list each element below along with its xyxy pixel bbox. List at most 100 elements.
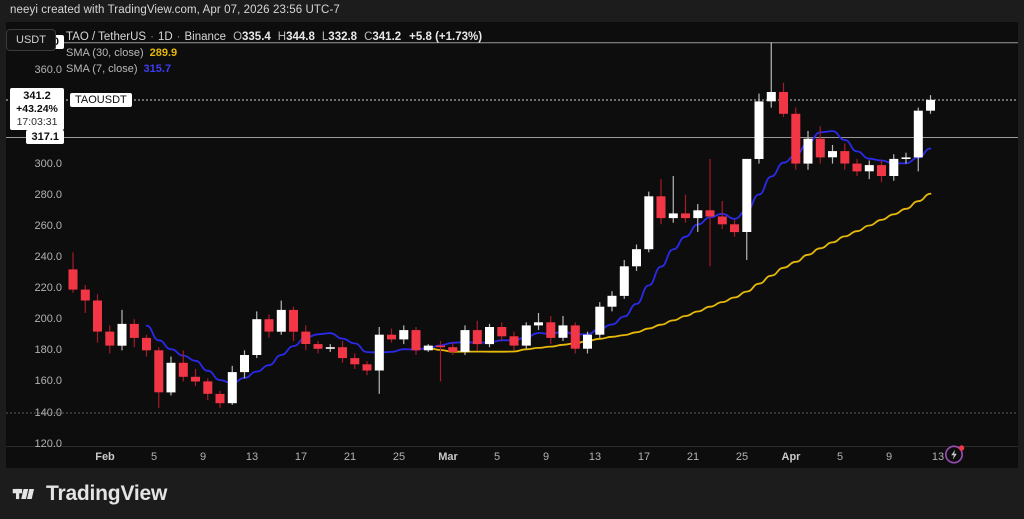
candle-body[interactable] [227,372,237,404]
candle-body[interactable] [889,158,899,176]
candle-body[interactable] [264,319,274,332]
candle-body[interactable] [105,331,115,346]
candle-body[interactable] [521,325,531,346]
candle-body[interactable] [644,196,654,250]
price-tick-label: 220.0 [34,282,62,295]
candle-body[interactable] [619,266,629,296]
price-tick-label: 240.0 [34,251,62,263]
candle-body[interactable] [252,319,262,355]
candle-body[interactable] [203,381,213,394]
time-tick-label: 9 [885,451,893,463]
candle-body[interactable] [754,101,764,159]
candle-body[interactable] [436,345,445,348]
candle-body[interactable] [215,393,225,404]
price-tick-label: 300.0 [34,157,62,170]
currency-badge-usdt[interactable]: USDT [6,29,56,51]
candle-body[interactable] [803,138,813,164]
candle-body[interactable] [815,138,825,158]
candle-body[interactable] [779,92,788,114]
candle-body[interactable] [142,337,151,351]
price-scale[interactable]: 360.0 300.0 280.0 260.0 240.0 220.0 200.0 180.0… [6,22,66,450]
candle-body[interactable] [411,330,421,351]
candle-body[interactable] [583,334,592,349]
candle-body[interactable] [399,330,409,340]
candle-body[interactable] [276,309,286,332]
candle-body[interactable] [68,269,78,290]
last-price-tag[interactable]: 317.1 [26,130,64,144]
candle-body[interactable] [301,331,311,344]
candle-body[interactable] [864,165,874,172]
time-scale[interactable]: Feb 5 9 13 17 21 25 Mar 5 9 13 17 21 25 Apr 5 9 13 [6,446,1018,468]
candle-body[interactable] [791,113,801,164]
candle-body[interactable] [497,327,507,337]
time-tick-label: Feb [95,451,115,463]
candle-body[interactable] [350,358,360,365]
ticker-price-line-label: TAOUSDT [70,92,132,107]
time-tick-label: 5 [150,451,158,463]
time-tick-label: 21 [686,451,700,463]
candle-body[interactable] [668,213,678,219]
current-price-box[interactable]: 341.2 +43.24% 17:03:31 [10,88,64,131]
candle-body[interactable] [705,210,715,217]
candle-body[interactable] [338,347,347,359]
candle-body[interactable] [595,306,605,335]
candle-body[interactable] [240,355,249,373]
candle-body[interactable] [926,99,935,111]
candle-body[interactable] [546,322,556,338]
candle-body[interactable] [852,163,862,172]
candle-body[interactable] [632,249,641,267]
candle-body[interactable] [448,347,458,352]
time-tick-label: 17 [637,451,651,463]
candle-body[interactable] [730,224,739,233]
candle-body[interactable] [129,323,139,338]
candle-body[interactable] [509,336,519,346]
candle-body[interactable] [423,345,433,351]
candle-series[interactable] [68,42,936,408]
candle-body[interactable] [289,309,298,332]
candle-body[interactable] [472,330,482,345]
candle-body[interactable] [325,347,335,349]
price-tick-label: 260.0 [34,219,62,232]
candle-body[interactable] [913,110,923,158]
candle-body[interactable] [485,327,494,345]
candle-body[interactable] [534,322,543,326]
candle-body[interactable] [387,334,396,340]
candle-body[interactable] [656,196,666,219]
tradingview-logo [12,488,35,500]
candle-body[interactable] [693,210,703,219]
candle-body[interactable] [313,344,323,349]
candle-body[interactable] [93,300,102,332]
candle-body[interactable] [191,376,200,382]
price-tick-label: 360.0 [34,64,62,77]
bar-countdown-timer: 17:03:31 [16,116,58,129]
candle-body[interactable] [681,213,690,219]
time-tick-label: Apr [781,451,801,463]
candle-body[interactable] [80,289,90,301]
candle-body[interactable] [374,334,384,371]
candle-body[interactable] [877,165,886,176]
candle-body[interactable] [717,216,727,225]
sma30-line[interactable] [427,192,932,353]
sma7-line[interactable] [145,130,932,385]
candle-body[interactable] [828,151,837,158]
candle-body[interactable] [178,362,188,377]
candle-body[interactable] [766,92,776,102]
candle-body[interactable] [166,362,176,393]
candle-body[interactable] [901,157,911,159]
time-tick-label: 25 [392,451,406,463]
candle-body[interactable] [840,151,850,164]
candle-body[interactable] [742,158,752,232]
candle-body[interactable] [570,325,580,349]
chart-frame[interactable]: 360.0 300.0 280.0 260.0 240.0 220.0 200.0 180.0… [6,22,1018,468]
candle-body[interactable] [362,364,372,371]
chart-plot-area[interactable] [6,22,1018,446]
lightning-bolt-icon[interactable] [944,443,966,465]
time-tick-label: 13 [931,451,945,463]
price-tick-label: 200.0 [34,313,62,326]
candle-body[interactable] [558,325,568,338]
candle-body[interactable] [460,330,470,352]
candle-body[interactable] [117,323,127,346]
candle-body[interactable] [154,350,164,393]
candle-body[interactable] [607,295,617,307]
